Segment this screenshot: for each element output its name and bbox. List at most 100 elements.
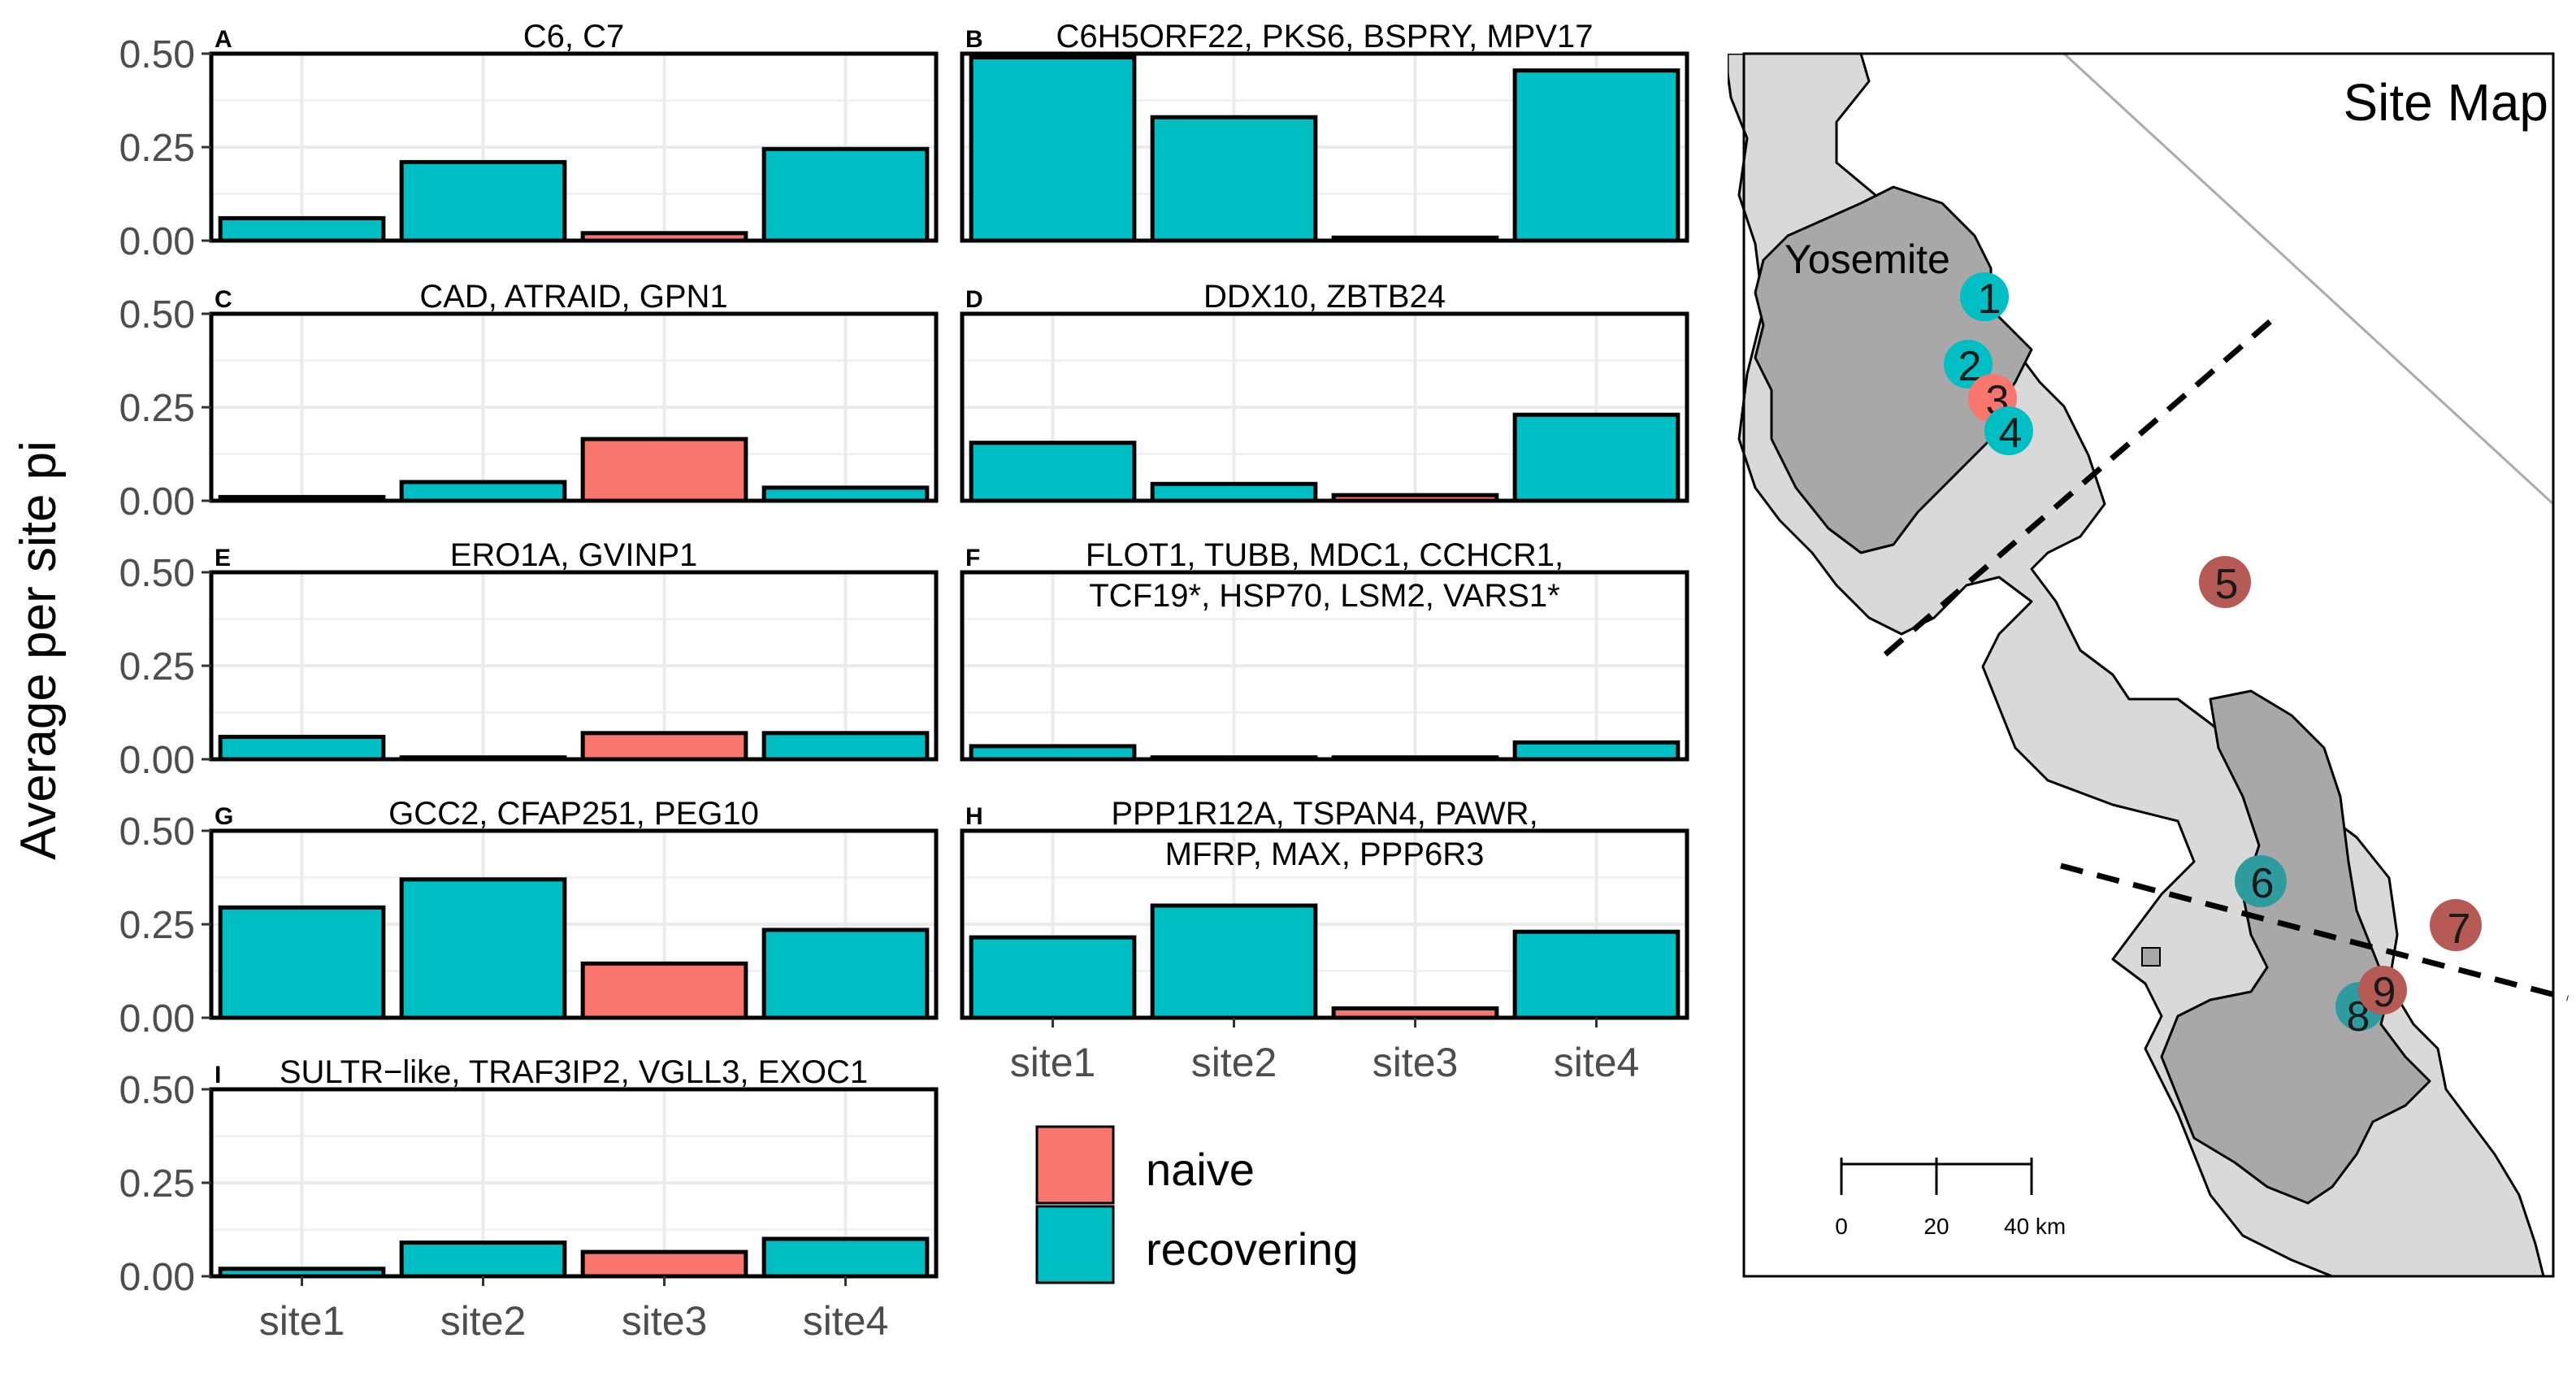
panel-border — [960, 311, 1689, 503]
x-tick-label: site4 — [803, 1298, 889, 1344]
site-number-4: 4 — [1999, 410, 2023, 457]
site-number-5: 5 — [2215, 561, 2239, 608]
site-number-1: 1 — [1978, 276, 2001, 323]
site-marker-1: 1 — [1960, 272, 2009, 323]
bar-B-site4 — [1512, 68, 1680, 243]
y-tick-label: 0.00 — [119, 220, 195, 263]
site-marker-6: 6 — [2235, 855, 2287, 907]
panel-tag: H — [965, 803, 983, 830]
y-tick-label: 0.00 — [119, 739, 195, 782]
bar-D-site4 — [1512, 412, 1680, 503]
bar-A-site4 — [761, 146, 930, 243]
legend-label-recovering: recovering — [1146, 1223, 1358, 1275]
panel-tag: E — [215, 545, 231, 571]
panel-I: I SULTR−like, TRAF3IP2, VGLL3, EXOC1 0.00 0… — [119, 1054, 939, 1344]
y-tick-label: 0.25 — [119, 645, 195, 689]
scale-label-0: 0 — [1835, 1214, 1848, 1239]
site-map: Site Map Yosemite 0 20 40 km 1 2 3 4 5 6… — [1728, 52, 2569, 1278]
site-dot-7 — [2430, 899, 2482, 951]
site-number-9: 9 — [2373, 969, 2396, 1016]
y-tick-label: 0.00 — [119, 480, 195, 524]
bar-E-site1 — [218, 734, 386, 762]
map-dashed-line-south — [2060, 862, 2569, 1001]
panel-H: H PPP1R12A, TSPAN4, PAWR, MFRP, MAX, PPP6R… — [960, 796, 1689, 1085]
y-tick-label: 0.50 — [119, 810, 195, 854]
chart-panels: A C6, C7 0.00 0.25 0.50 B C6H5ORF22, PKS6, BSP… — [119, 19, 1689, 1344]
bar-E-site3 — [580, 731, 748, 762]
map-small-feature — [2141, 947, 2161, 967]
y-tick-label: 0.25 — [119, 387, 195, 430]
site-dot-2 — [1944, 340, 1993, 389]
panel-title: PPP1R12A, TSPAN4, PAWR, — [1111, 796, 1537, 832]
bar-D-site1 — [969, 441, 1137, 503]
scale-bar: 0 20 40 km — [1835, 1158, 2066, 1239]
panel-tag: C — [215, 286, 232, 313]
panel-border — [960, 570, 1689, 762]
panel-title: C6, C7 — [523, 19, 625, 54]
y-tick-label: 0.00 — [119, 997, 195, 1041]
site-number-6: 6 — [2251, 860, 2275, 907]
y-tick-label: 0.50 — [119, 293, 195, 337]
site-dot-4 — [1984, 406, 2033, 455]
site-marker-7: 7 — [2430, 899, 2482, 953]
y-axis-title: Average per site pi — [11, 441, 67, 860]
bar-G-site1 — [218, 905, 386, 1020]
panel-title: ERO1A, GVINP1 — [450, 537, 698, 573]
panel-F: F FLOT1, TUBB, MDC1, CCHCR1, TCF19*, HSP70… — [960, 537, 1689, 762]
scale-label-40: 40 km — [2004, 1214, 2066, 1239]
site-marker-9: 9 — [2358, 966, 2407, 1016]
panel-title: SULTR−like, TRAF3IP2, VGLL3, EXOC1 — [280, 1054, 868, 1090]
panel-title: FLOT1, TUBB, MDC1, CCHCR1, — [1086, 537, 1563, 573]
site-dot-6 — [2235, 855, 2287, 907]
legend-label-naive: naive — [1146, 1144, 1255, 1195]
panel-C: C CAD, ATRAID, GPN1 0.00 0.25 0.50 — [119, 279, 939, 524]
y-tick-label: 0.50 — [119, 33, 195, 76]
y-tick-label: 0.25 — [119, 904, 195, 947]
x-tick-label: site2 — [440, 1298, 527, 1344]
site-number-7: 7 — [2448, 906, 2471, 953]
x-tick-label: site1 — [1010, 1040, 1096, 1085]
bar-E-site4 — [761, 731, 930, 762]
panel-tag: B — [965, 26, 983, 53]
bar-A-site1 — [218, 215, 386, 243]
legend-key-naive — [1035, 1125, 1115, 1205]
x-tick-label: site2 — [1191, 1040, 1277, 1085]
x-tick-label: site3 — [1373, 1040, 1459, 1085]
scale-label-20: 20 — [1923, 1214, 1949, 1239]
panel-D: D DDX10, ZBTB24 — [960, 279, 1689, 503]
panel-G: G GCC2, CFAP251, PEG10 0.00 0.25 0.50 — [119, 796, 939, 1041]
panel-title: TCF19*, HSP70, LSM2, VARS1* — [1089, 578, 1560, 614]
legend: naive recovering — [1035, 1125, 1358, 1284]
yosemite-park — [1754, 185, 2033, 554]
panel-title: DDX10, ZBTB24 — [1203, 279, 1446, 315]
site-dot-1 — [1960, 272, 2009, 321]
panel-E: E ERO1A, GVINP1 0.00 0.25 0.50 — [119, 537, 939, 782]
bar-G-site4 — [761, 928, 930, 1020]
y-tick-label: 0.25 — [119, 127, 195, 170]
bar-H-site2 — [1150, 903, 1318, 1020]
site-dot-5 — [2199, 556, 2251, 608]
bar-G-site3 — [580, 961, 748, 1020]
map-dashed-line-north — [1883, 315, 2278, 657]
y-tick-label: 0.00 — [119, 1256, 195, 1299]
panel-A: A C6, C7 0.00 0.25 0.50 — [119, 19, 939, 263]
site-dot-9 — [2358, 966, 2407, 1015]
y-tick-label: 0.50 — [119, 1069, 195, 1112]
bar-B-site2 — [1150, 115, 1318, 243]
bar-F-site4 — [1512, 740, 1680, 762]
panel-title: C6H5ORF22, PKS6, BSPRY, MPV17 — [1056, 19, 1593, 54]
panel-title: CAD, ATRAID, GPN1 — [419, 279, 727, 315]
map-sites: 1 2 3 4 5 6 7 8 9 — [1944, 272, 2482, 1041]
bar-I-site4 — [761, 1236, 930, 1279]
panel-tag: A — [215, 26, 232, 53]
bar-A-site2 — [399, 159, 567, 243]
site-marker-5: 5 — [2199, 556, 2251, 608]
bar-G-site2 — [399, 877, 567, 1020]
panel-tag: G — [215, 803, 233, 830]
map-corner-line — [2062, 54, 2553, 506]
panel-title: GCC2, CFAP251, PEG10 — [388, 796, 759, 832]
site-marker-4: 4 — [1984, 406, 2033, 457]
x-tick-label: site3 — [622, 1298, 708, 1344]
y-tick-label: 0.25 — [119, 1162, 195, 1206]
